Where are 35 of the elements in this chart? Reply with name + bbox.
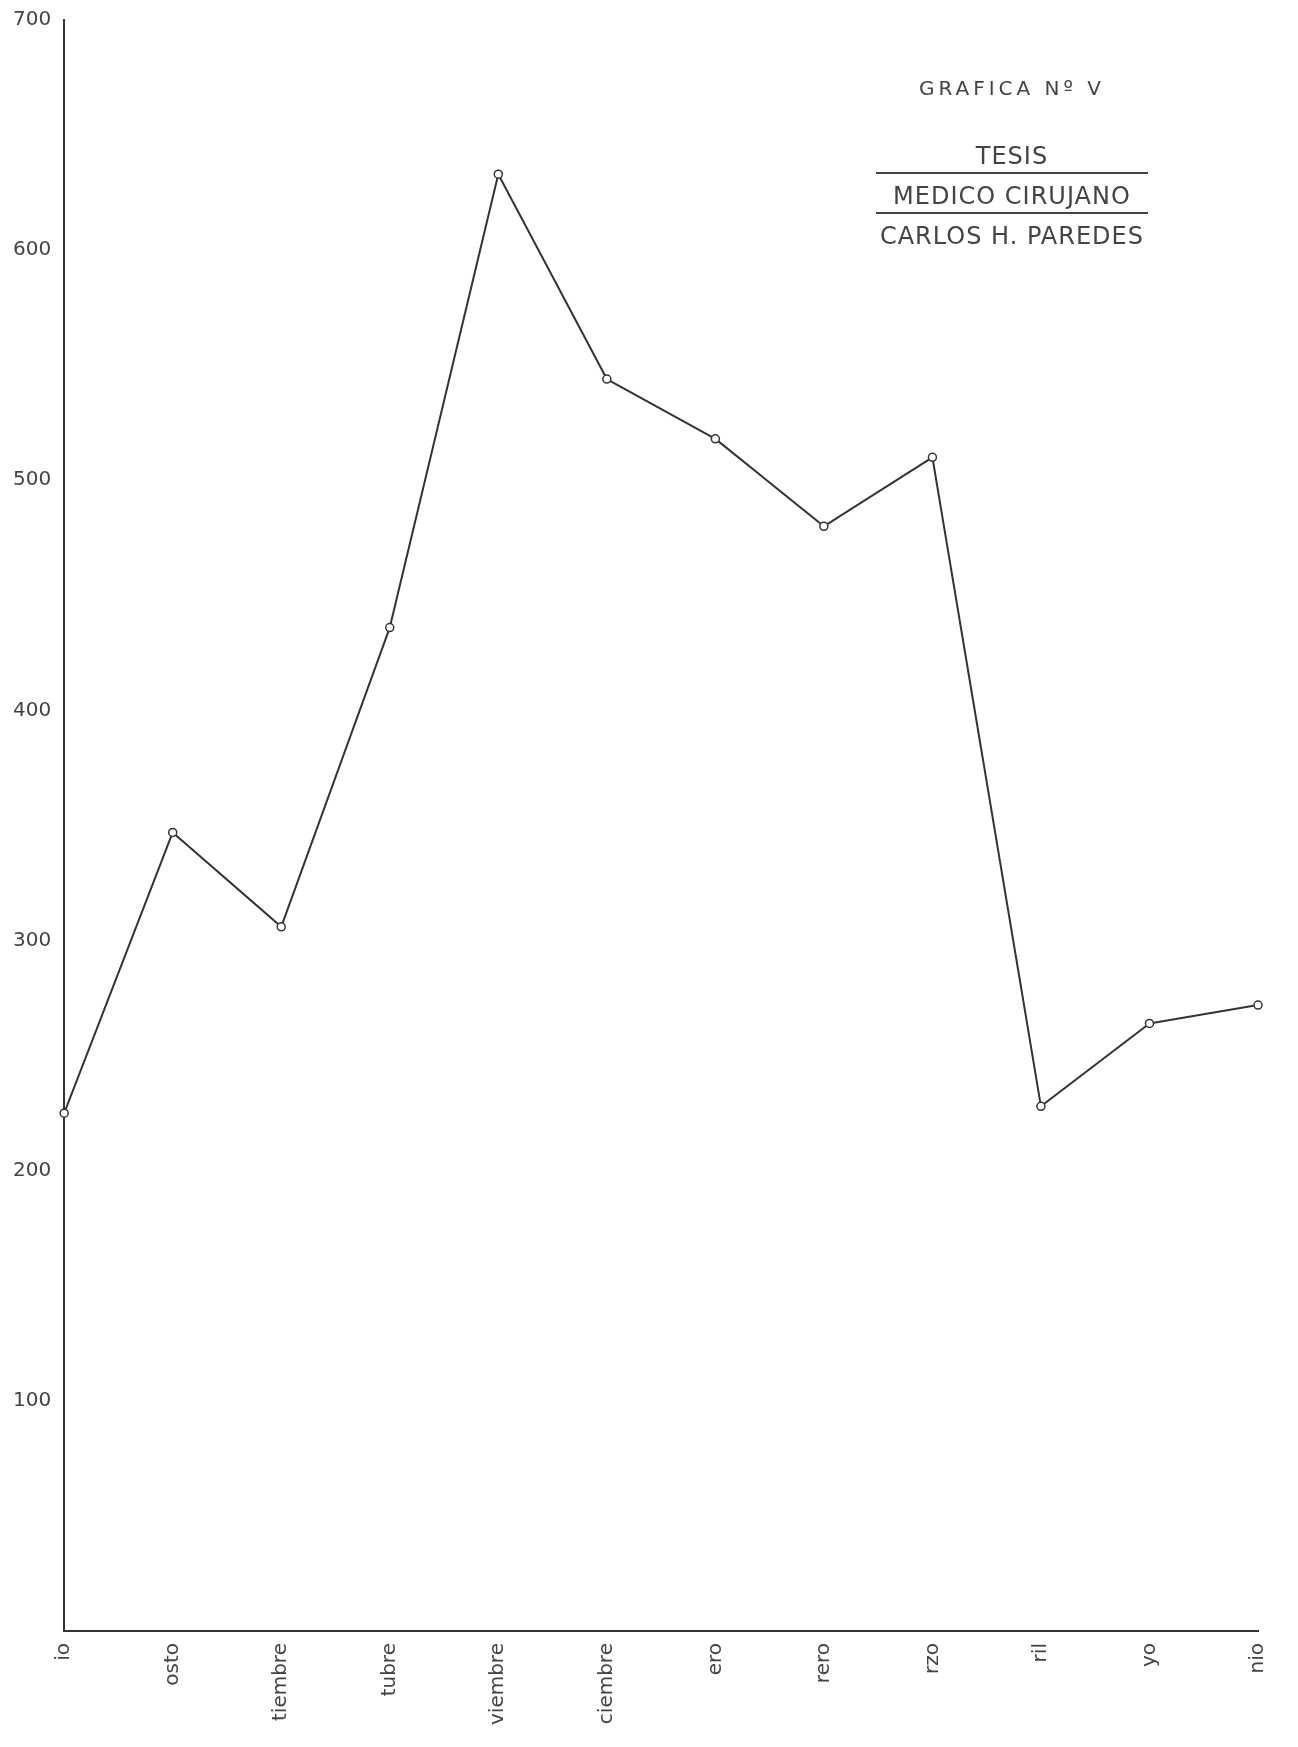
point — [59, 1108, 69, 1118]
x-tick-label: io — [50, 1643, 75, 1661]
point — [602, 374, 612, 384]
point — [1036, 1101, 1046, 1112]
point — [167, 827, 178, 838]
y-tick-label: 200 — [12, 1156, 52, 1181]
annotation: TESIS — [875, 140, 1148, 174]
point — [493, 169, 504, 179]
annotation: CARLOS H. PAREDES — [878, 221, 1145, 252]
y-tick-label: 700 — [12, 6, 52, 31]
y-tick-label: 600 — [12, 236, 52, 261]
x-tick-label: yo — [1135, 1643, 1160, 1668]
x-tick-label: osto — [158, 1643, 183, 1686]
y-tick-label: 400 — [12, 696, 52, 721]
point — [710, 434, 721, 444]
point — [927, 452, 938, 463]
x-tick-label: rero — [810, 1643, 835, 1684]
x-tick-label: ciembre — [593, 1643, 618, 1725]
y-tick-label: 500 — [12, 466, 52, 491]
x-tick-label: viembre — [484, 1643, 509, 1726]
x-tick-label: nio — [1244, 1643, 1269, 1674]
x-tick-label: tiembre — [267, 1643, 292, 1722]
point — [1253, 1000, 1263, 1010]
point — [385, 622, 395, 633]
point — [819, 521, 829, 532]
point — [276, 922, 286, 932]
y-tick-label: 300 — [12, 926, 52, 951]
text: GRAFICA Nº V — [917, 76, 1106, 100]
annotation: MEDICO CIRUJANO — [875, 180, 1148, 214]
x-tick-label: ril — [1027, 1643, 1052, 1663]
y-tick-label: 100 — [12, 1387, 52, 1412]
x-tick-label: ero — [701, 1643, 726, 1676]
x-tick-label: rzo — [918, 1643, 943, 1675]
point — [1144, 1018, 1155, 1029]
x-tick-label: tubre — [375, 1643, 400, 1697]
